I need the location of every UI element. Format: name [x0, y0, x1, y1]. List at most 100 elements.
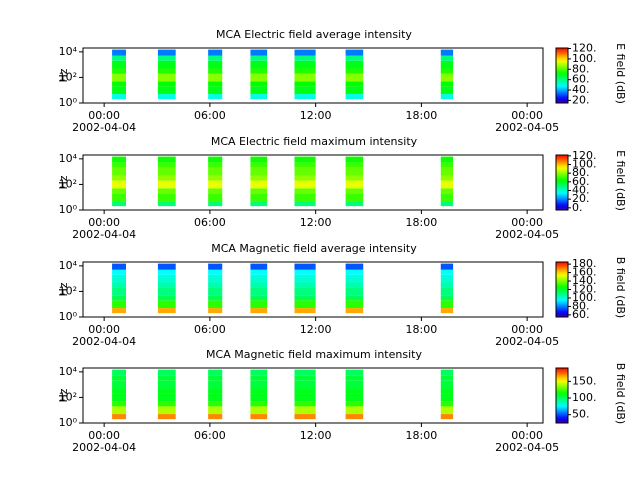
spectrogram-cell	[208, 193, 223, 202]
spectrogram-cell	[345, 406, 364, 415]
spectrogram-cell	[112, 167, 127, 176]
panel-title: MCA Magnetic field maximum intensity	[206, 348, 422, 361]
spectrogram-cell	[294, 162, 316, 168]
spectrogram-cell	[345, 393, 364, 402]
spectrogram-cell	[157, 414, 176, 420]
spectrogram-cell	[208, 287, 223, 296]
spectrogram-cell	[345, 295, 364, 301]
spectrogram-cell	[345, 369, 364, 376]
spectrogram-cell	[345, 300, 364, 309]
spectrogram-cell	[112, 269, 127, 275]
y-tick-label: 10²	[59, 390, 77, 403]
spectrogram-cell	[208, 380, 223, 389]
x-tick-label: 00:00	[511, 109, 543, 122]
spectrogram-cell	[250, 68, 268, 74]
spectrogram-cell	[112, 81, 127, 87]
spectrogram-cell	[112, 263, 127, 270]
spectrogram-cell	[294, 308, 316, 314]
colorbar	[556, 155, 568, 210]
colorbar-tick-label: 60.	[572, 175, 590, 188]
colorbar	[556, 368, 568, 423]
spectrogram-cell	[250, 300, 268, 309]
y-tick-label: 10⁰	[59, 310, 78, 323]
spectrogram-cell	[208, 414, 223, 420]
spectrogram-cell	[345, 269, 364, 275]
spectrogram-cell	[112, 295, 127, 301]
spectrogram-cell	[294, 73, 316, 82]
spectrogram-cell	[440, 73, 454, 82]
spectrogram-cell	[250, 94, 268, 100]
spectrogram-cell	[112, 274, 127, 283]
spectrogram-cell	[250, 274, 268, 283]
spectrogram-cell	[345, 201, 364, 207]
colorbar-tick-label: 150.	[572, 374, 597, 387]
spectrogram-cell	[112, 375, 127, 381]
spectrogram-cell	[294, 300, 316, 309]
colorbar-tick-label: 180.	[572, 257, 597, 270]
spectrogram-cell	[112, 406, 127, 415]
x-tick-label: 00:00	[88, 109, 120, 122]
spectrogram-cell	[157, 60, 176, 69]
y-tick-label: 10²	[59, 284, 77, 297]
spectrogram-cell	[112, 180, 127, 189]
colorbar-tick-label: 120.	[572, 149, 597, 162]
x-tick-date: 2002-04-04	[72, 121, 136, 134]
spectrogram-cell	[294, 68, 316, 74]
colorbar-tick-label: 20.	[572, 93, 590, 106]
spectrogram-cell	[294, 188, 316, 194]
spectrogram-cell	[208, 388, 223, 394]
spectrogram-cell	[440, 81, 454, 87]
spectrogram-cell	[157, 193, 176, 202]
spectrogram-cell	[157, 269, 176, 275]
axes-frame	[82, 367, 544, 424]
y-tick-label: 10⁴	[59, 259, 78, 272]
colorbar-tick-label: 40.	[572, 184, 590, 197]
spectrogram-cell	[112, 188, 127, 194]
spectrogram-cell	[345, 55, 364, 61]
spectrogram-cell	[294, 60, 316, 69]
panel: MCA Magnetic field average intensity 00:0…	[57, 242, 627, 348]
spectrogram-cell	[294, 175, 316, 181]
colorbar-tick-label: 60.	[572, 73, 590, 86]
colorbar-tick-label: 120.	[572, 283, 597, 296]
spectrogram-cell	[440, 274, 454, 283]
spectrogram-cell	[294, 287, 316, 296]
colorbar-label: B field (dB)	[614, 363, 627, 424]
spectrogram-cell	[440, 282, 454, 288]
spectrogram-cell	[157, 388, 176, 394]
spectrogram-cell	[157, 295, 176, 301]
spectrogram-cell	[157, 81, 176, 87]
colorbar	[556, 262, 568, 317]
x-tick-label: 18:00	[406, 216, 438, 229]
colorbar-tick-label: 100.	[572, 291, 597, 304]
x-tick-date: 2002-04-05	[495, 441, 559, 454]
spectrogram-cell	[250, 388, 268, 394]
spectrogram-cell	[345, 414, 364, 420]
spectrogram-cell	[250, 401, 268, 407]
spectrogram-cell	[112, 414, 127, 420]
spectrogram-cell	[208, 86, 223, 95]
spectrogram-cell	[112, 68, 127, 74]
colorbar	[556, 48, 568, 103]
spectrogram-cell	[157, 156, 176, 163]
spectrogram-cell	[345, 282, 364, 288]
spectrogram-cell	[112, 162, 127, 168]
spectrogram-cell	[294, 375, 316, 381]
x-tick-label: 00:00	[88, 429, 120, 442]
spectrogram-cell	[294, 380, 316, 389]
x-tick-label: 06:00	[194, 323, 226, 336]
spectrogram-cell	[294, 274, 316, 283]
spectrogram-cell	[440, 388, 454, 394]
spectrogram-cell	[112, 156, 127, 163]
spectrogram-cell	[157, 263, 176, 270]
y-tick-label: 10²	[59, 177, 77, 190]
spectrogram-cell	[440, 308, 454, 314]
spectrogram-cell	[294, 94, 316, 100]
spectrogram-cell	[294, 393, 316, 402]
spectrogram-cell	[440, 55, 454, 61]
x-tick-label: 06:00	[194, 109, 226, 122]
spectrogram-cell	[440, 156, 454, 163]
colorbar-tick-label: 80.	[572, 166, 590, 179]
spectrogram-cell	[440, 375, 454, 381]
spectrogram-cell	[440, 401, 454, 407]
